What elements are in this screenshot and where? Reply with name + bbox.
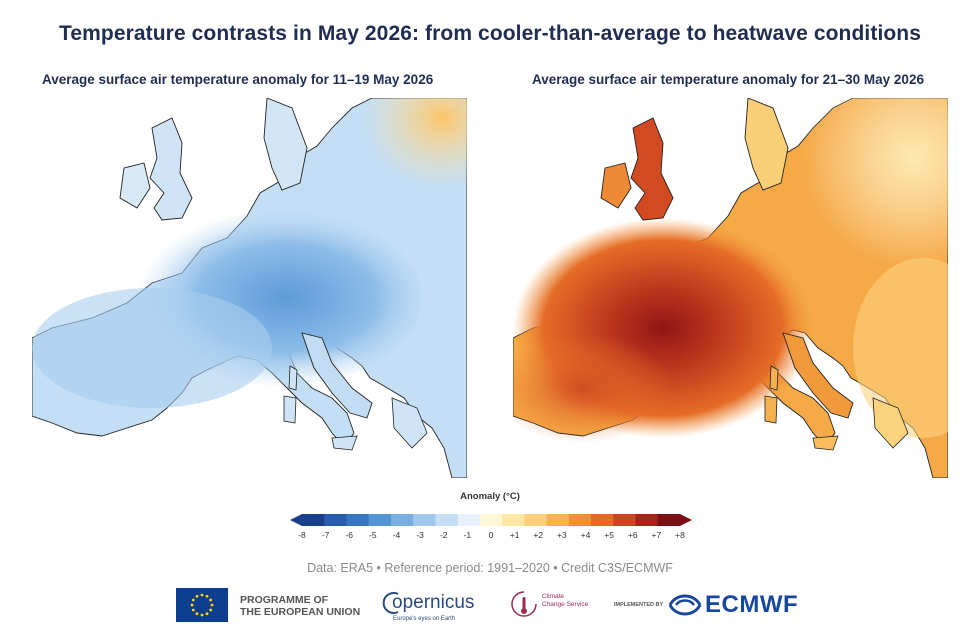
- colorbar-tick-label: +4: [580, 530, 591, 540]
- colorbar-swatch: [413, 514, 436, 526]
- colorbar-tick-label: 0: [488, 530, 494, 540]
- colorbar-tick-label: +6: [627, 530, 638, 540]
- c3s-thermometer-icon: [511, 591, 537, 617]
- colorbar-tick-label: -8: [298, 530, 306, 540]
- colorbar-tick-label: +5: [604, 530, 614, 540]
- colorbar-tick-label: +3: [557, 530, 567, 540]
- warm-anomaly-map: [513, 98, 948, 478]
- colorbar-swatch: [568, 514, 592, 526]
- colorbar-swatch: [479, 514, 503, 526]
- colorbar-tick-label: -6: [345, 530, 354, 540]
- british-isles: [630, 117, 674, 221]
- colorbar-tick-label: -7: [321, 530, 330, 540]
- sardinia: [283, 395, 297, 424]
- warm-anomaly-map-graphic: [513, 98, 948, 478]
- sardinia: [764, 395, 778, 424]
- colorbar-tick-label: +1: [509, 530, 520, 540]
- corsica: [288, 365, 298, 391]
- colorbar-swatch: [302, 514, 325, 526]
- copernicus-wordmark: opernicus: [392, 592, 475, 613]
- colorbar-swatch: [657, 514, 681, 526]
- colorbar-swatch: [390, 514, 414, 526]
- colorbar-tick-label: -4: [392, 530, 401, 540]
- colorbar-tick-label: +8: [675, 530, 685, 540]
- data-credit: Data: ERA5 • Reference period: 1991–2020…: [307, 561, 673, 575]
- eu-line-2: THE EUROPEAN UNION: [240, 606, 361, 618]
- colorbar-swatch: [435, 514, 459, 526]
- c3s-line-2: Change Service: [542, 601, 589, 608]
- colorbar-tick-label: -5: [369, 530, 377, 540]
- colorbar-max-arrow: [680, 514, 692, 526]
- colorbar-swatch: [502, 514, 525, 526]
- right-map-subtitle: Average surface air temperature anomaly …: [532, 72, 924, 87]
- colorbar-swatch: [346, 514, 370, 526]
- eu-line-1: PROGRAMME OF: [240, 594, 329, 606]
- colorbar-swatch: [546, 514, 570, 526]
- ireland: [600, 162, 632, 209]
- eu-programme-text: PROGRAMME OF THE EUROPEAN UNION: [240, 594, 360, 618]
- c3s-text: Climate Change Service: [542, 593, 588, 609]
- colorbar-min-arrow: [290, 514, 302, 526]
- eu-flag-icon: [176, 588, 228, 622]
- colorbar-swatch: [635, 514, 659, 526]
- colorbar-tick-label: +2: [533, 530, 544, 540]
- scandinavia: [744, 98, 789, 191]
- colorbar-swatch: [324, 514, 347, 526]
- greece: [391, 397, 428, 449]
- colorbar-tick-label: -3: [416, 530, 424, 540]
- colorbar-tick-label: -2: [439, 530, 448, 540]
- colorbar-tick-label: -1: [463, 530, 472, 540]
- copernicus-c-icon: [382, 592, 399, 614]
- italy: [782, 332, 854, 419]
- logo-strip: PROGRAMME OF THE EUROPEAN UNION opernicu…: [0, 584, 980, 632]
- ecmwf-wordmark: ECMWF: [705, 591, 799, 618]
- colorbar-swatch: [524, 514, 548, 526]
- ecmwf-swirl-icon: [668, 594, 702, 616]
- colorbar-tick-label: +7: [651, 530, 662, 540]
- colorbar-ticks: -8 -7 -6 -5 -4 -3 -2 -1 0 +1 +2 +3 +4 +5 +6 +7 +8: [290, 530, 692, 544]
- implemented-by-text: IMPLEMENTED BY: [614, 602, 664, 608]
- copernicus-tagline: Europe's eyes on Earth: [393, 616, 456, 622]
- sicily: [812, 435, 839, 451]
- greece: [872, 397, 909, 449]
- sicily: [331, 435, 358, 451]
- page-title: Temperature contrasts in May 2026: from …: [58, 22, 922, 45]
- legend-title: Anomaly (°C): [460, 491, 520, 502]
- c3s-line-1: Climate: [542, 593, 565, 600]
- colorbar: [290, 514, 692, 526]
- cool-anomaly-map: [32, 98, 467, 478]
- cool-anomaly-map-graphic: [32, 98, 467, 478]
- scandinavia: [263, 98, 308, 191]
- ireland: [119, 162, 151, 209]
- british-isles: [149, 117, 193, 221]
- colorbar-swatch: [591, 514, 614, 526]
- italy: [301, 332, 373, 419]
- colorbar-swatch: [457, 514, 481, 526]
- corsica: [769, 365, 779, 391]
- colorbar-swatch: [368, 514, 392, 526]
- colorbar-swatch: [613, 514, 637, 526]
- left-map-subtitle: Average surface air temperature anomaly …: [42, 72, 434, 87]
